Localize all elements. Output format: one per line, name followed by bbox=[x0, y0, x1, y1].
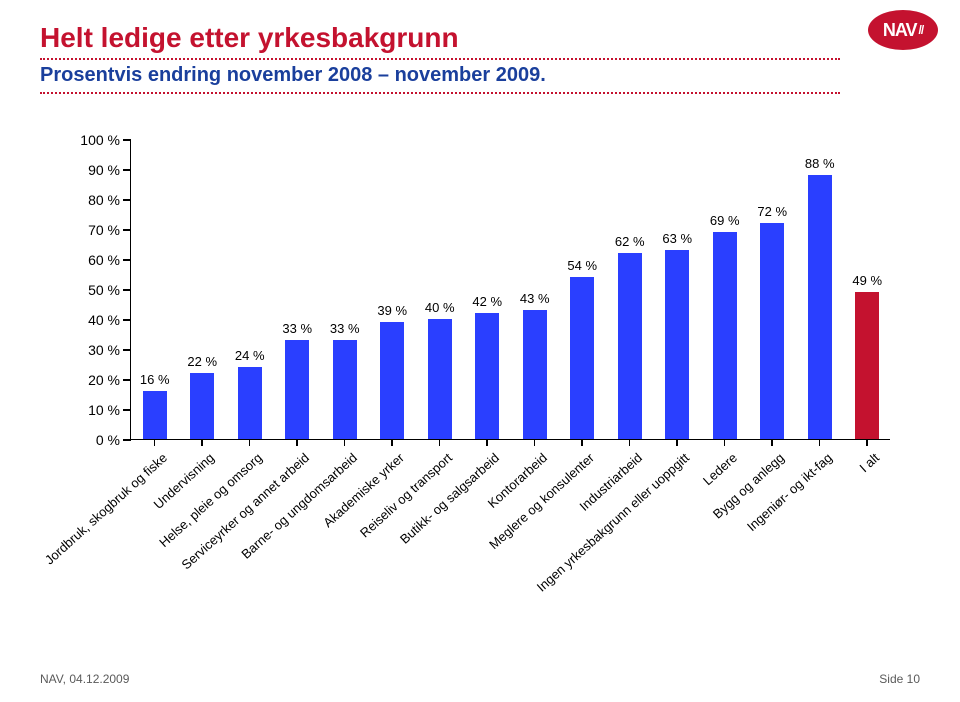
bar-value-label: 33 % bbox=[315, 321, 375, 336]
y-axis-label: 40 % bbox=[60, 312, 120, 328]
footer-date: NAV, 04.12.2009 bbox=[40, 672, 129, 686]
y-axis-label: 50 % bbox=[60, 282, 120, 298]
bar bbox=[665, 250, 689, 439]
bar bbox=[190, 373, 214, 439]
x-tick bbox=[771, 440, 773, 446]
y-axis-label: 80 % bbox=[60, 192, 120, 208]
y-tick bbox=[123, 139, 131, 141]
page-title: Helt ledige etter yrkesbakgrunn bbox=[40, 22, 459, 54]
y-axis-label: 60 % bbox=[60, 252, 120, 268]
y-tick bbox=[123, 319, 131, 321]
bar bbox=[380, 322, 404, 439]
bar-value-label: 72 % bbox=[742, 204, 802, 219]
x-tick bbox=[581, 440, 583, 446]
x-tick bbox=[866, 440, 868, 446]
x-tick bbox=[249, 440, 251, 446]
bar-value-label: 88 % bbox=[790, 156, 850, 171]
y-tick bbox=[123, 259, 131, 261]
y-tick bbox=[123, 439, 131, 441]
logo-accent: // bbox=[919, 23, 924, 37]
logo-text: NAV bbox=[883, 20, 917, 41]
x-tick bbox=[344, 440, 346, 446]
bar-value-label: 63 % bbox=[647, 231, 707, 246]
bar-value-label: 43 % bbox=[505, 291, 565, 306]
bar bbox=[143, 391, 167, 439]
bar bbox=[808, 175, 832, 439]
bar bbox=[475, 313, 499, 439]
y-axis-label: 30 % bbox=[60, 342, 120, 358]
bar bbox=[333, 340, 357, 439]
y-tick bbox=[123, 409, 131, 411]
bar bbox=[523, 310, 547, 439]
bar bbox=[285, 340, 309, 439]
title-rule bbox=[40, 58, 840, 60]
bar-value-label: 24 % bbox=[220, 348, 280, 363]
y-tick bbox=[123, 289, 131, 291]
x-tick bbox=[486, 440, 488, 446]
bar-value-label: 16 % bbox=[125, 372, 185, 387]
x-tick bbox=[676, 440, 678, 446]
x-tick bbox=[819, 440, 821, 446]
plot-area: 16 %22 %24 %33 %33 %39 %40 %42 %43 %54 %… bbox=[130, 140, 890, 440]
y-axis-label: 10 % bbox=[60, 402, 120, 418]
bar bbox=[618, 253, 642, 439]
y-axis-label: 90 % bbox=[60, 162, 120, 178]
y-axis-label: 20 % bbox=[60, 372, 120, 388]
bar bbox=[855, 292, 879, 439]
nav-logo: NAV// bbox=[868, 10, 938, 50]
bars-group: 16 %22 %24 %33 %33 %39 %40 %42 %43 %54 %… bbox=[131, 140, 890, 439]
y-axis-label: 0 % bbox=[60, 432, 120, 448]
x-tick bbox=[391, 440, 393, 446]
y-tick bbox=[123, 349, 131, 351]
y-axis-label: 70 % bbox=[60, 222, 120, 238]
x-tick bbox=[534, 440, 536, 446]
subtitle-rule bbox=[40, 92, 840, 94]
x-tick bbox=[724, 440, 726, 446]
bar bbox=[570, 277, 594, 439]
x-tick bbox=[154, 440, 156, 446]
y-tick bbox=[123, 199, 131, 201]
x-tick bbox=[296, 440, 298, 446]
bar-chart: 16 %22 %24 %33 %33 %39 %40 %42 %43 %54 %… bbox=[60, 130, 900, 500]
y-tick bbox=[123, 169, 131, 171]
y-tick bbox=[123, 229, 131, 231]
bar bbox=[428, 319, 452, 439]
x-tick bbox=[439, 440, 441, 446]
slide: Helt ledige etter yrkesbakgrunn Prosentv… bbox=[0, 0, 960, 702]
bar bbox=[238, 367, 262, 439]
bar-value-label: 49 % bbox=[837, 273, 897, 288]
bar bbox=[713, 232, 737, 439]
bar bbox=[760, 223, 784, 439]
y-tick bbox=[123, 379, 131, 381]
y-axis-label: 100 % bbox=[60, 132, 120, 148]
footer-pagenum: Side 10 bbox=[879, 672, 920, 686]
page-subtitle: Prosentvis endring november 2008 – novem… bbox=[40, 64, 546, 87]
bar-value-label: 54 % bbox=[552, 258, 612, 273]
x-tick bbox=[201, 440, 203, 446]
x-tick bbox=[629, 440, 631, 446]
